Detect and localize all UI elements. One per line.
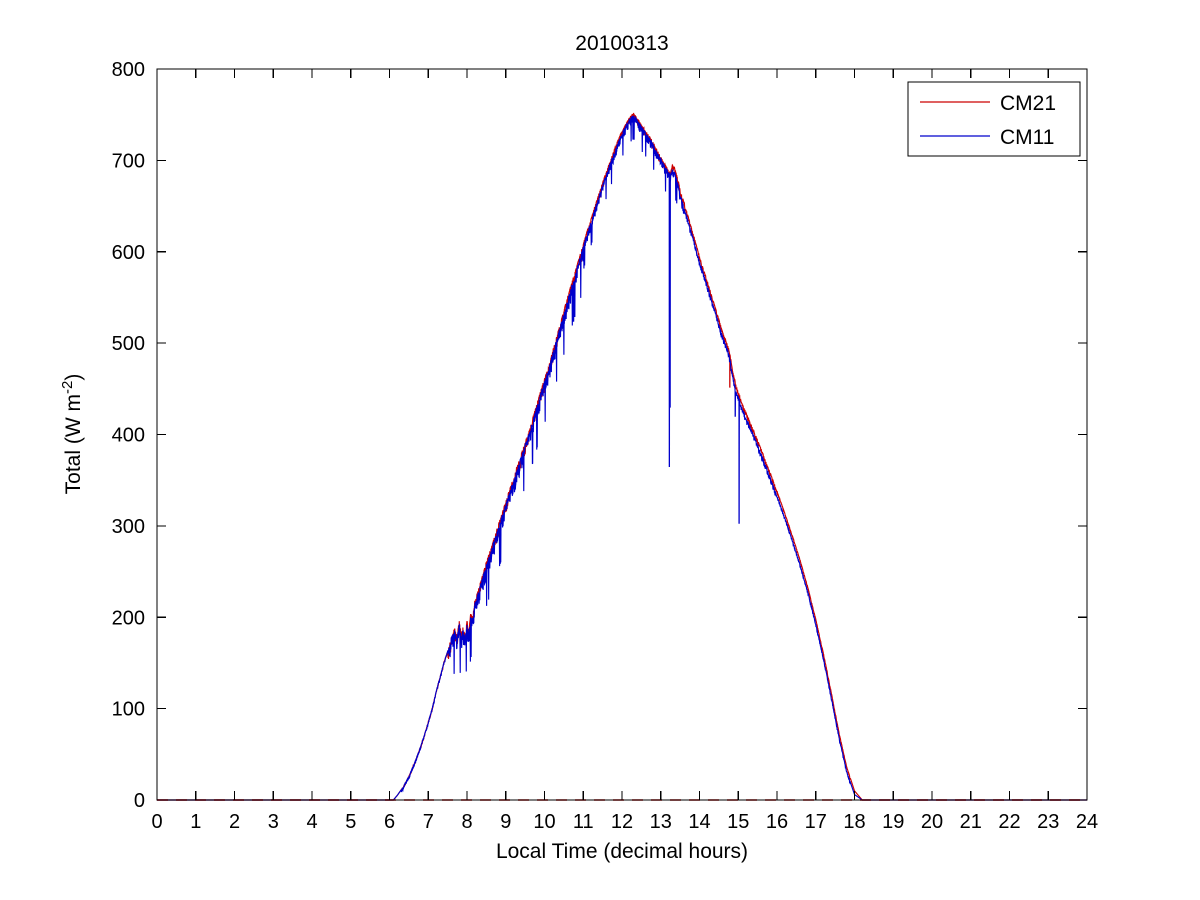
- x-tick-label: 20: [921, 811, 943, 833]
- y-axis-title-base: Total (W m: [62, 394, 85, 494]
- x-tick-label: 7: [423, 811, 434, 833]
- axis-box: [156, 68, 1088, 801]
- y-axis-title-group: Total (W m-2): [59, 374, 85, 495]
- legend-label-cm21: CM21: [1000, 92, 1056, 115]
- x-axis-title: Local Time (decimal hours): [496, 840, 748, 863]
- legend-entry-0[interactable]: CM21: [920, 92, 1056, 115]
- x-tick-label: 21: [960, 811, 982, 833]
- y-tick-label: 300: [112, 516, 145, 538]
- x-tick-label: 16: [766, 811, 788, 833]
- x-tick-label: 17: [805, 811, 827, 833]
- y-tick-label: 700: [112, 150, 145, 172]
- x-tick-label: 10: [533, 811, 555, 833]
- y-tick-label: 500: [112, 333, 145, 355]
- y-tick-label: 600: [112, 242, 145, 264]
- legend-entry-1[interactable]: CM11: [920, 126, 1054, 149]
- y-axis-title-superscript: -2: [59, 381, 76, 394]
- legend-box: [907, 81, 1081, 157]
- y-tick-label: 100: [112, 699, 145, 721]
- legend[interactable]: CM21 CM11: [907, 81, 1081, 157]
- y-tick-label: 0: [134, 790, 145, 812]
- x-tick-label: 23: [1037, 811, 1059, 833]
- x-tick-label: 8: [461, 811, 472, 833]
- x-tick-label: 0: [151, 811, 162, 833]
- legend-label-cm11: CM11: [1000, 126, 1054, 149]
- x-tick-label: 15: [727, 811, 749, 833]
- chart-title: 20100313: [575, 32, 668, 55]
- x-tick-label: 3: [268, 811, 279, 833]
- y-tick-label: 200: [112, 607, 145, 629]
- x-tick-label: 5: [345, 811, 356, 833]
- x-tick-label: 22: [998, 811, 1020, 833]
- x-tick-label: 24: [1076, 811, 1098, 833]
- y-axis-title: Total (W m-2): [59, 374, 85, 495]
- y-axis-title-tail: ): [62, 374, 85, 381]
- x-tick-label: 12: [611, 811, 633, 833]
- x-tick-label: 19: [882, 811, 904, 833]
- plot-area-background: [157, 69, 1087, 800]
- axis-ticks-group: 0 1 2 3 4 5 6 7 8 9 10 11 12 13 14 15 16 17 18 19 20 21 22 23 24…: [112, 59, 1099, 833]
- x-tick-label: 9: [500, 811, 511, 833]
- x-tick-label: 13: [650, 811, 672, 833]
- x-tick-label: 11: [573, 811, 594, 833]
- y-tick-label: 400: [112, 425, 145, 447]
- y-tick-label: 800: [112, 59, 145, 81]
- x-tick-label: 6: [384, 811, 395, 833]
- x-tick-label: 18: [843, 811, 865, 833]
- x-tick-label: 2: [229, 811, 240, 833]
- x-tick-label: 4: [306, 811, 317, 833]
- x-tick-label: 1: [190, 811, 201, 833]
- x-tick-label: 14: [688, 811, 710, 833]
